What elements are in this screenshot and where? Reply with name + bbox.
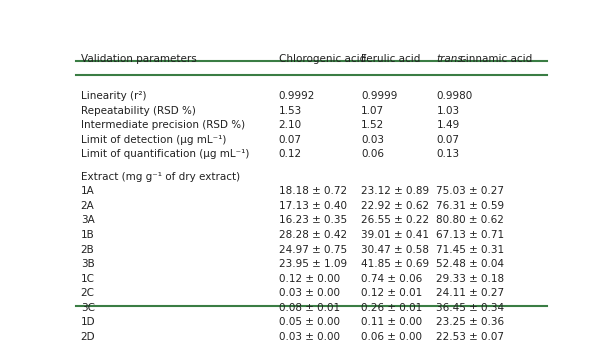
Text: Extract (mg g⁻¹ of dry extract): Extract (mg g⁻¹ of dry extract) [81, 172, 240, 182]
Text: 1.49: 1.49 [437, 120, 460, 130]
Text: Validation parameters: Validation parameters [81, 54, 196, 64]
Text: 2D: 2D [81, 332, 95, 342]
Text: 0.11 ± 0.00: 0.11 ± 0.00 [361, 317, 422, 327]
Text: 1D: 1D [81, 317, 95, 327]
Text: 0.9992: 0.9992 [278, 91, 315, 101]
Text: 1C: 1C [81, 274, 95, 284]
Text: 52.48 ± 0.04: 52.48 ± 0.04 [437, 259, 505, 269]
Text: 76.31 ± 0.59: 76.31 ± 0.59 [437, 201, 505, 211]
Text: 2C: 2C [81, 288, 95, 298]
Text: Intermediate precision (RSD %): Intermediate precision (RSD %) [81, 120, 245, 130]
Text: Limit of quantification (μg mL⁻¹): Limit of quantification (μg mL⁻¹) [81, 149, 249, 159]
Text: 22.92 ± 0.62: 22.92 ± 0.62 [361, 201, 429, 211]
Text: 23.12 ± 0.89: 23.12 ± 0.89 [361, 186, 429, 196]
Text: 2A: 2A [81, 201, 94, 211]
Text: 1.52: 1.52 [361, 120, 384, 130]
Text: 28.28 ± 0.42: 28.28 ± 0.42 [278, 230, 347, 240]
Text: 3C: 3C [81, 303, 95, 313]
Text: 0.26 ± 0.01: 0.26 ± 0.01 [361, 303, 423, 313]
Text: 0.12 ± 0.00: 0.12 ± 0.00 [278, 274, 340, 284]
Text: 36.45 ± 0.34: 36.45 ± 0.34 [437, 303, 505, 313]
Text: 23.95 ± 1.09: 23.95 ± 1.09 [278, 259, 347, 269]
Text: Repeatability (RSD %): Repeatability (RSD %) [81, 106, 196, 116]
Text: 18.18 ± 0.72: 18.18 ± 0.72 [278, 186, 347, 196]
Text: Chlorogenic acid: Chlorogenic acid [278, 54, 366, 64]
Text: 30.47 ± 0.58: 30.47 ± 0.58 [361, 245, 429, 254]
Text: 75.03 ± 0.27: 75.03 ± 0.27 [437, 186, 505, 196]
Text: 80.80 ± 0.62: 80.80 ± 0.62 [437, 216, 505, 225]
Text: 3A: 3A [81, 216, 94, 225]
Text: 0.03 ± 0.00: 0.03 ± 0.00 [278, 288, 340, 298]
Text: 1.03: 1.03 [437, 106, 460, 116]
Text: 0.13: 0.13 [437, 149, 460, 159]
Text: 26.55 ± 0.22: 26.55 ± 0.22 [361, 216, 429, 225]
Text: 0.74 ± 0.06: 0.74 ± 0.06 [361, 274, 423, 284]
Text: 29.33 ± 0.18: 29.33 ± 0.18 [437, 274, 505, 284]
Text: 1A: 1A [81, 186, 94, 196]
Text: Ferulic acid: Ferulic acid [361, 54, 421, 64]
Text: 16.23 ± 0.35: 16.23 ± 0.35 [278, 216, 347, 225]
Text: 1.07: 1.07 [361, 106, 384, 116]
Text: 0.03 ± 0.00: 0.03 ± 0.00 [278, 332, 340, 342]
Text: 0.06 ± 0.00: 0.06 ± 0.00 [361, 332, 422, 342]
Text: 17.13 ± 0.40: 17.13 ± 0.40 [278, 201, 347, 211]
Text: 1.53: 1.53 [278, 106, 302, 116]
Text: 24.11 ± 0.27: 24.11 ± 0.27 [437, 288, 505, 298]
Text: Limit of detection (μg mL⁻¹): Limit of detection (μg mL⁻¹) [81, 135, 226, 145]
Text: 22.53 ± 0.07: 22.53 ± 0.07 [437, 332, 505, 342]
Text: 0.06: 0.06 [361, 149, 384, 159]
Text: 1B: 1B [81, 230, 94, 240]
Text: 71.45 ± 0.31: 71.45 ± 0.31 [437, 245, 505, 254]
Text: 3B: 3B [81, 259, 94, 269]
Text: 67.13 ± 0.71: 67.13 ± 0.71 [437, 230, 505, 240]
Text: trans-: trans- [437, 54, 467, 64]
Text: 2B: 2B [81, 245, 94, 254]
Text: 0.9999: 0.9999 [361, 91, 398, 101]
Text: 0.9980: 0.9980 [437, 91, 472, 101]
Text: 0.12 ± 0.01: 0.12 ± 0.01 [361, 288, 423, 298]
Text: cinnamic acid: cinnamic acid [460, 54, 533, 64]
Text: 23.25 ± 0.36: 23.25 ± 0.36 [437, 317, 505, 327]
Text: 39.01 ± 0.41: 39.01 ± 0.41 [361, 230, 429, 240]
Text: 0.08 ± 0.01: 0.08 ± 0.01 [278, 303, 340, 313]
Text: 0.12: 0.12 [278, 149, 302, 159]
Text: 0.05 ± 0.00: 0.05 ± 0.00 [278, 317, 340, 327]
Text: 41.85 ± 0.69: 41.85 ± 0.69 [361, 259, 429, 269]
Text: 24.97 ± 0.75: 24.97 ± 0.75 [278, 245, 347, 254]
Text: 0.07: 0.07 [437, 135, 460, 145]
Text: Linearity (r²): Linearity (r²) [81, 91, 146, 101]
Text: 0.03: 0.03 [361, 135, 384, 145]
Text: 2.10: 2.10 [278, 120, 302, 130]
Text: 0.07: 0.07 [278, 135, 302, 145]
